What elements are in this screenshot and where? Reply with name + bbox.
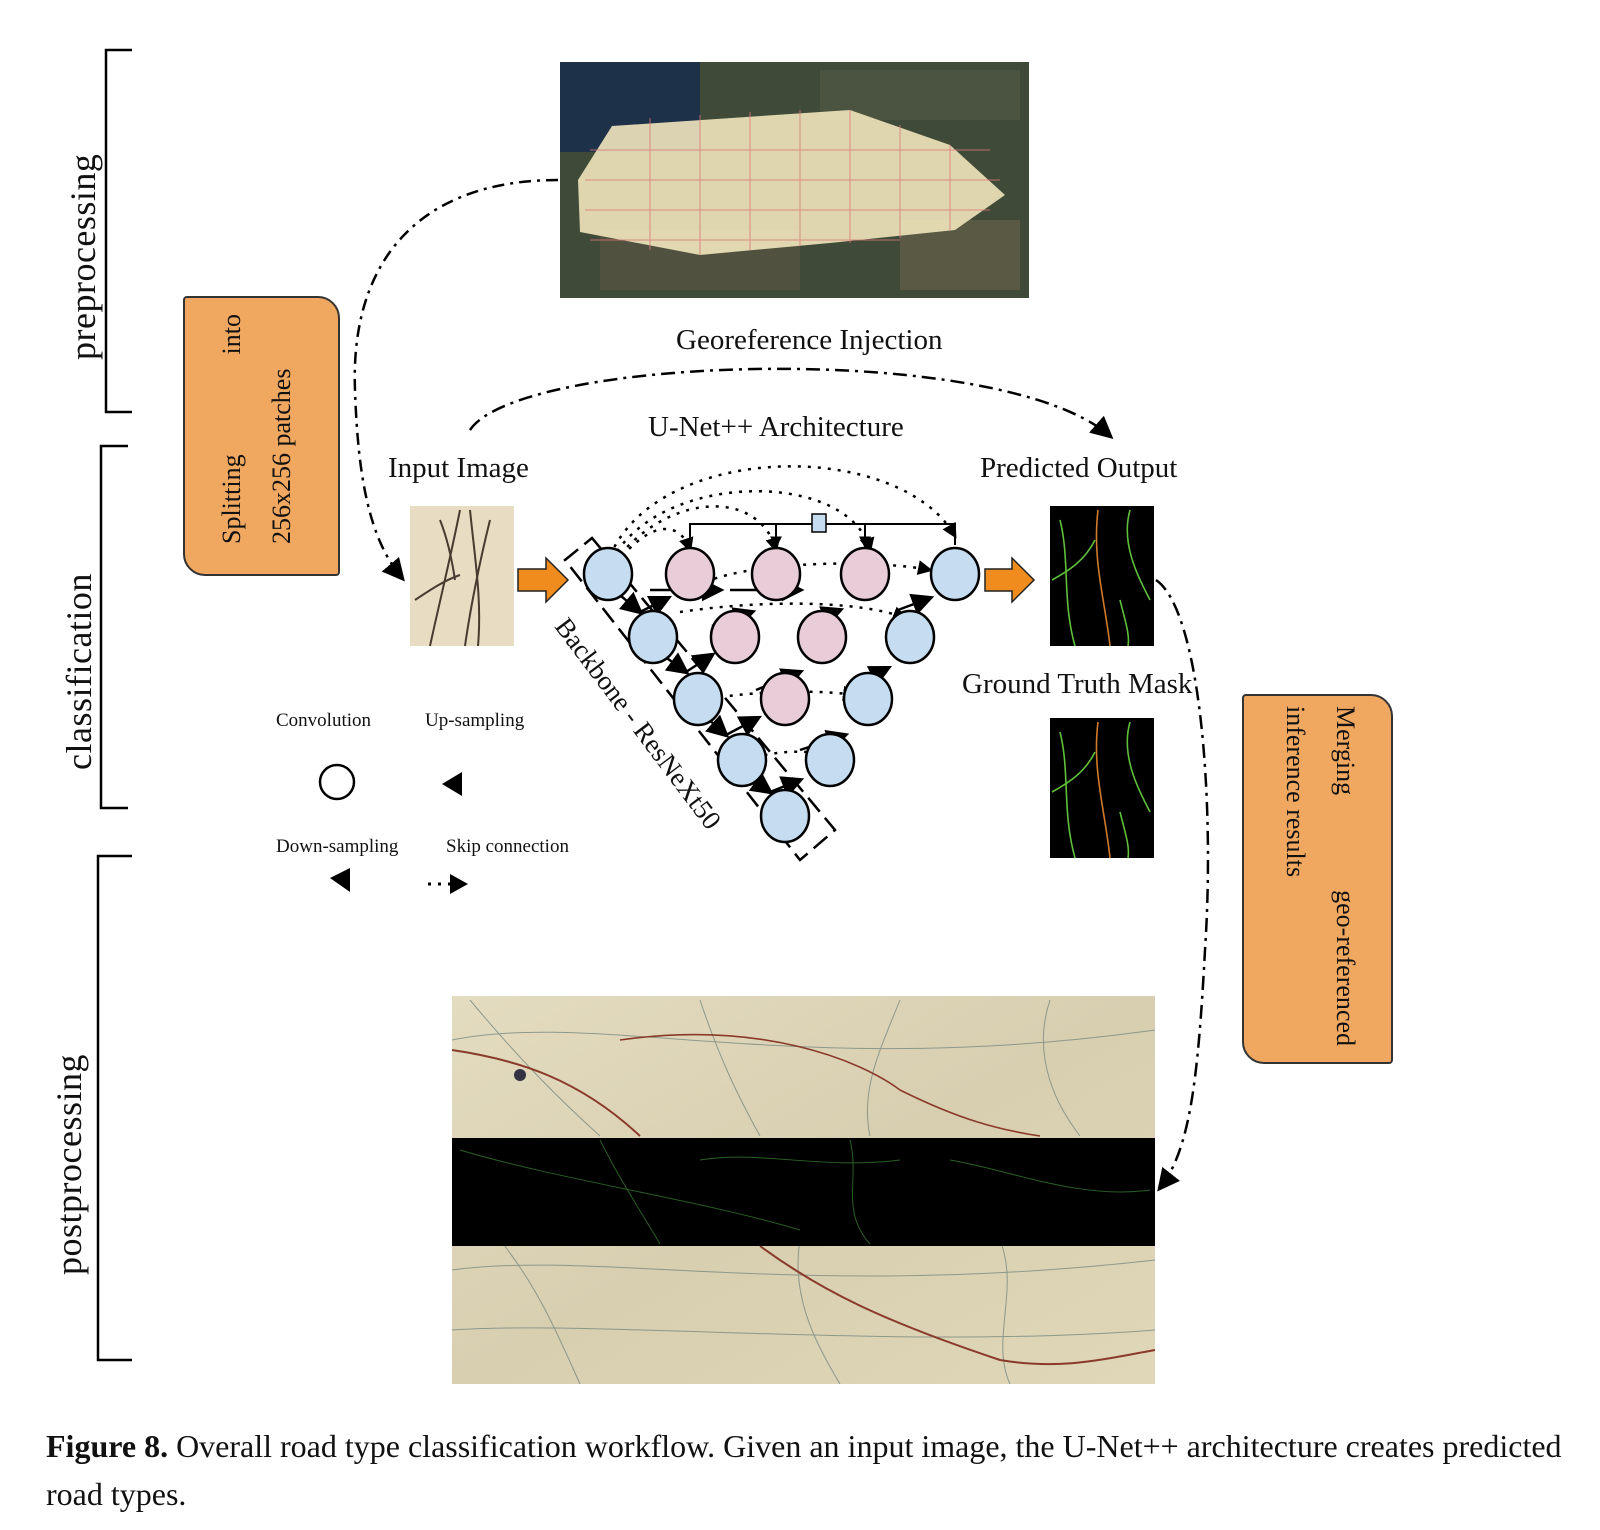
legend-convolution-label: Convolution <box>276 710 372 731</box>
nested-nodes <box>664 546 891 727</box>
deep-supervision-node <box>811 513 827 533</box>
splitting-step-word-2: into <box>217 314 246 355</box>
convolution-icon <box>318 763 356 801</box>
arrow-input-to-network <box>517 556 570 604</box>
downsampling-icon <box>330 868 350 892</box>
input-image-patch <box>410 506 514 647</box>
figure-caption: Figure 8. Overall road type classificati… <box>46 1422 1566 1518</box>
figure-caption-text: Overall road type classification workflo… <box>46 1428 1562 1512</box>
backbone-frame <box>563 536 837 862</box>
satellite-map-image <box>560 62 1029 298</box>
arrow-network-to-output <box>984 556 1036 604</box>
merging-step-word-1: Merging <box>1331 706 1360 796</box>
merging-step-word-2: geo-referenced <box>1331 890 1360 1046</box>
splitting-step-word-1: Splitting <box>217 454 246 544</box>
legend-skip-connection-label: Skip connection <box>446 836 569 857</box>
splitting-step-box: Splitting into 256x256 patches <box>183 296 340 576</box>
unet-architecture-label: U-Net++ Architecture <box>648 411 904 443</box>
stage-label-preprocessing: preprocessing <box>63 153 103 360</box>
predicted-output-label: Predicted Output <box>980 452 1178 484</box>
predicted-output-mask <box>1050 506 1154 647</box>
legend-upsampling-label: Up-sampling <box>425 710 525 731</box>
georeference-injection-label: Georeference Injection <box>676 324 943 356</box>
upsampling-icon <box>442 772 462 796</box>
ground-truth-mask <box>1050 718 1154 859</box>
stage-label-classification: classification <box>59 573 99 770</box>
arrow-georeference-injection <box>468 367 1114 439</box>
skip-connection-icon <box>428 874 468 894</box>
merging-step-line-2: inference results <box>1281 706 1310 878</box>
legend-downsampling-label: Down-sampling <box>276 836 399 857</box>
merging-step-box: Merging geo-referenced inference results <box>1242 694 1393 1064</box>
arrow-map-to-input <box>353 178 559 582</box>
stage-label-postprocessing: postprocessing <box>49 1054 89 1275</box>
merged-map-image <box>451 996 1156 1385</box>
input-image-label: Input Image <box>388 452 529 484</box>
encoder-nodes <box>582 546 981 844</box>
workflow-diagram <box>96 48 1210 1385</box>
bracket-classification <box>99 444 128 810</box>
figure-caption-label: Figure 8. <box>46 1428 169 1464</box>
splitting-step-line-2: 256x256 patches <box>267 368 296 544</box>
bracket-preprocessing <box>104 48 132 414</box>
bracket-postprocessing <box>96 854 132 1362</box>
ground-truth-mask-label: Ground Truth Mask <box>962 668 1193 700</box>
arrow-output-to-merged-map <box>1155 578 1210 1192</box>
